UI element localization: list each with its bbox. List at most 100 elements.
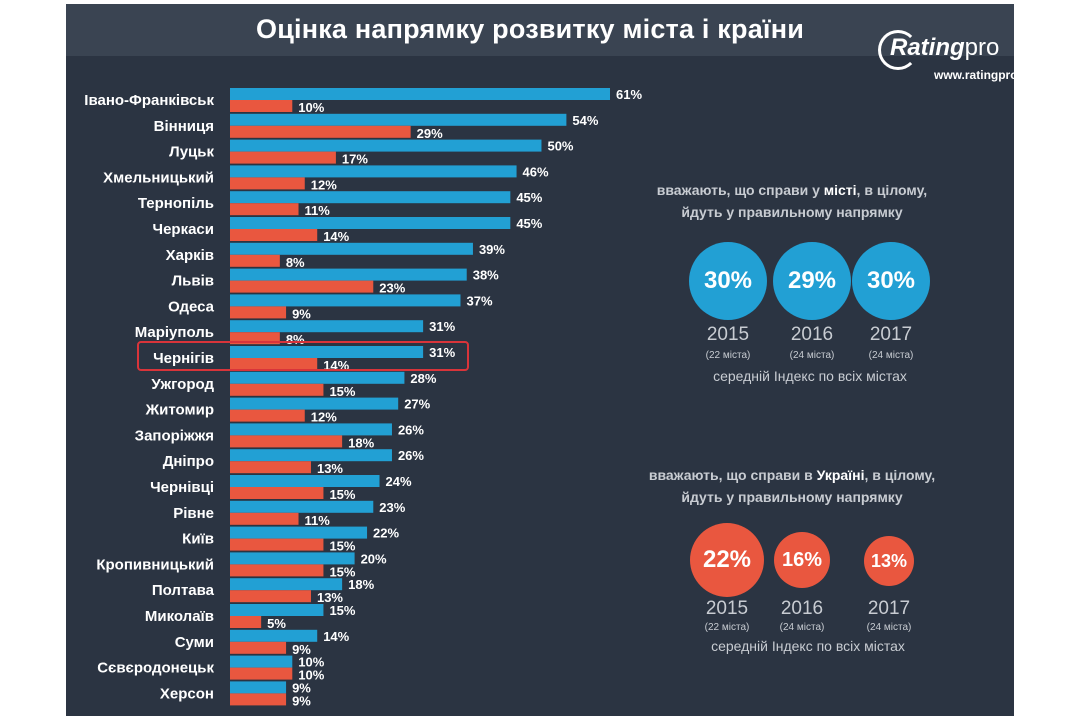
city-index-2015: 30% [689,242,767,320]
title-bar: Оцінка напрямку розвитку міста і країни [66,4,1014,56]
bar-chart: Івано-Франківськ 61% 10% Вінниця 54% 29% Луцьк… [84,87,642,708]
bar-city-label-14: 26% [398,422,424,437]
bar-country-label-7: 8% [286,255,305,270]
city-note-2017: (24 міста) [868,350,914,361]
bar-city-5 [230,191,511,204]
bar-city-12 [230,371,405,384]
city-index-2016: 29% [773,242,851,320]
bar-country-13 [230,409,305,422]
category-label-19: Кропивницький [96,556,214,573]
bar-city-22 [230,629,318,642]
logo-ring-icon [878,30,918,70]
bar-country-label-12: 15% [329,384,355,399]
bar-city-label-9: 37% [466,293,492,308]
bar-city-19 [230,552,355,565]
bar-country-7 [230,254,280,267]
country-year-2017: 2017 [867,598,911,619]
bar-country-16 [230,487,324,499]
country-index-2015: 22% [690,523,764,597]
bar-city-label-3: 50% [547,139,573,154]
bar-city-label-2: 54% [572,113,598,128]
logo-suffix: pro [964,34,1000,61]
city-caption-post: , в цілому, [856,182,928,198]
category-label-12: Ужгород [151,376,214,393]
bar-country-18 [230,538,324,551]
category-label-18: Київ [182,531,214,548]
bar-city-6 [230,217,511,229]
bar-country-label-10: 8% [286,332,305,347]
category-label-21: Миколаїв [145,608,214,625]
bar-city-label-4: 46% [523,164,549,179]
bar-country-2 [230,125,411,138]
category-label-11: Чернігів [153,350,214,367]
bar-city-4 [230,165,517,178]
bar-city-label-5: 45% [516,190,542,205]
bar-city-16 [230,475,380,487]
bar-country-label-21: 5% [267,616,286,631]
country-index-2017: 13% [864,536,914,586]
category-label-2: Вінниця [154,118,214,135]
bar-country-11 [230,358,318,370]
city-note-2016: (24 міста) [789,350,835,361]
category-label-16: Чернівці [150,479,214,496]
bar-country-label-2: 29% [417,126,443,141]
city-year-2016: 2016 [790,324,834,345]
bar-city-11 [230,346,424,358]
bar-country-4 [230,177,305,190]
bar-city-label-24: 9% [292,680,311,695]
bar-country-17 [230,512,299,525]
logo-name: Rating [890,34,965,61]
country-caption-bold: Україні [816,467,865,483]
bar-city-23 [230,655,293,668]
bar-city-label-11: 31% [429,345,455,360]
bar-city-17 [230,500,374,513]
bar-city-15 [230,449,392,462]
chart-title: Оцінка напрямку розвитку міста і країни [256,14,805,44]
bar-country-23 [230,667,293,680]
bar-city-20 [230,578,343,591]
bar-country-21 [230,616,262,628]
bar-country-label-13: 12% [311,410,337,425]
country-footer: середній Індекс по всіх містах [711,638,905,654]
bar-city-label-6: 45% [516,216,542,231]
bar-city-10 [230,320,424,333]
bar-city-21 [230,604,324,616]
bar-country-19 [230,564,324,577]
category-label-5: Тернопіль [138,195,214,212]
bar-city-1 [230,88,610,100]
city-caption-bold: місті [823,182,857,198]
bar-country-6 [230,229,318,241]
bar-country-label-23: 10% [298,668,324,683]
bar-city-label-18: 22% [373,526,399,541]
category-label-8: Львів [172,273,214,290]
category-label-20: Полтава [152,582,215,599]
city-caption-pre: вважають, що справи у [656,182,824,198]
bar-country-20 [230,590,311,603]
bar-country-22 [230,641,287,654]
bar-city-14 [230,423,392,436]
bar-country-label-4: 12% [311,177,337,192]
bar-city-9 [230,294,461,307]
bar-city-3 [230,139,542,152]
bar-city-label-15: 26% [398,448,424,463]
bar-country-14 [230,435,343,448]
category-label-6: Черкаси [153,221,214,238]
bar-country-12 [230,383,324,396]
country-caption-post: , в цілому, [864,467,936,483]
bar-country-3 [230,151,336,164]
category-label-15: Дніпро [163,453,214,470]
bar-country-label-9: 9% [292,306,311,321]
country-note-2017: (24 міста) [866,622,912,633]
category-label-4: Хмельницький [103,169,214,186]
category-label-9: Одеса [168,298,214,315]
bar-country-label-5: 11% [305,203,331,218]
bar-country-label-19: 15% [329,564,355,579]
bar-country-label-8: 23% [379,281,405,296]
bar-country-9 [230,306,287,319]
city-note-2015: (22 міста) [705,350,751,361]
city-year-2015: 2015 [706,324,750,345]
bar-city-label-10: 31% [429,319,455,334]
country-year-2015: 2015 [705,598,749,619]
category-label-1: Івано-Франківськ [84,92,214,109]
bar-country-label-14: 18% [348,435,374,450]
